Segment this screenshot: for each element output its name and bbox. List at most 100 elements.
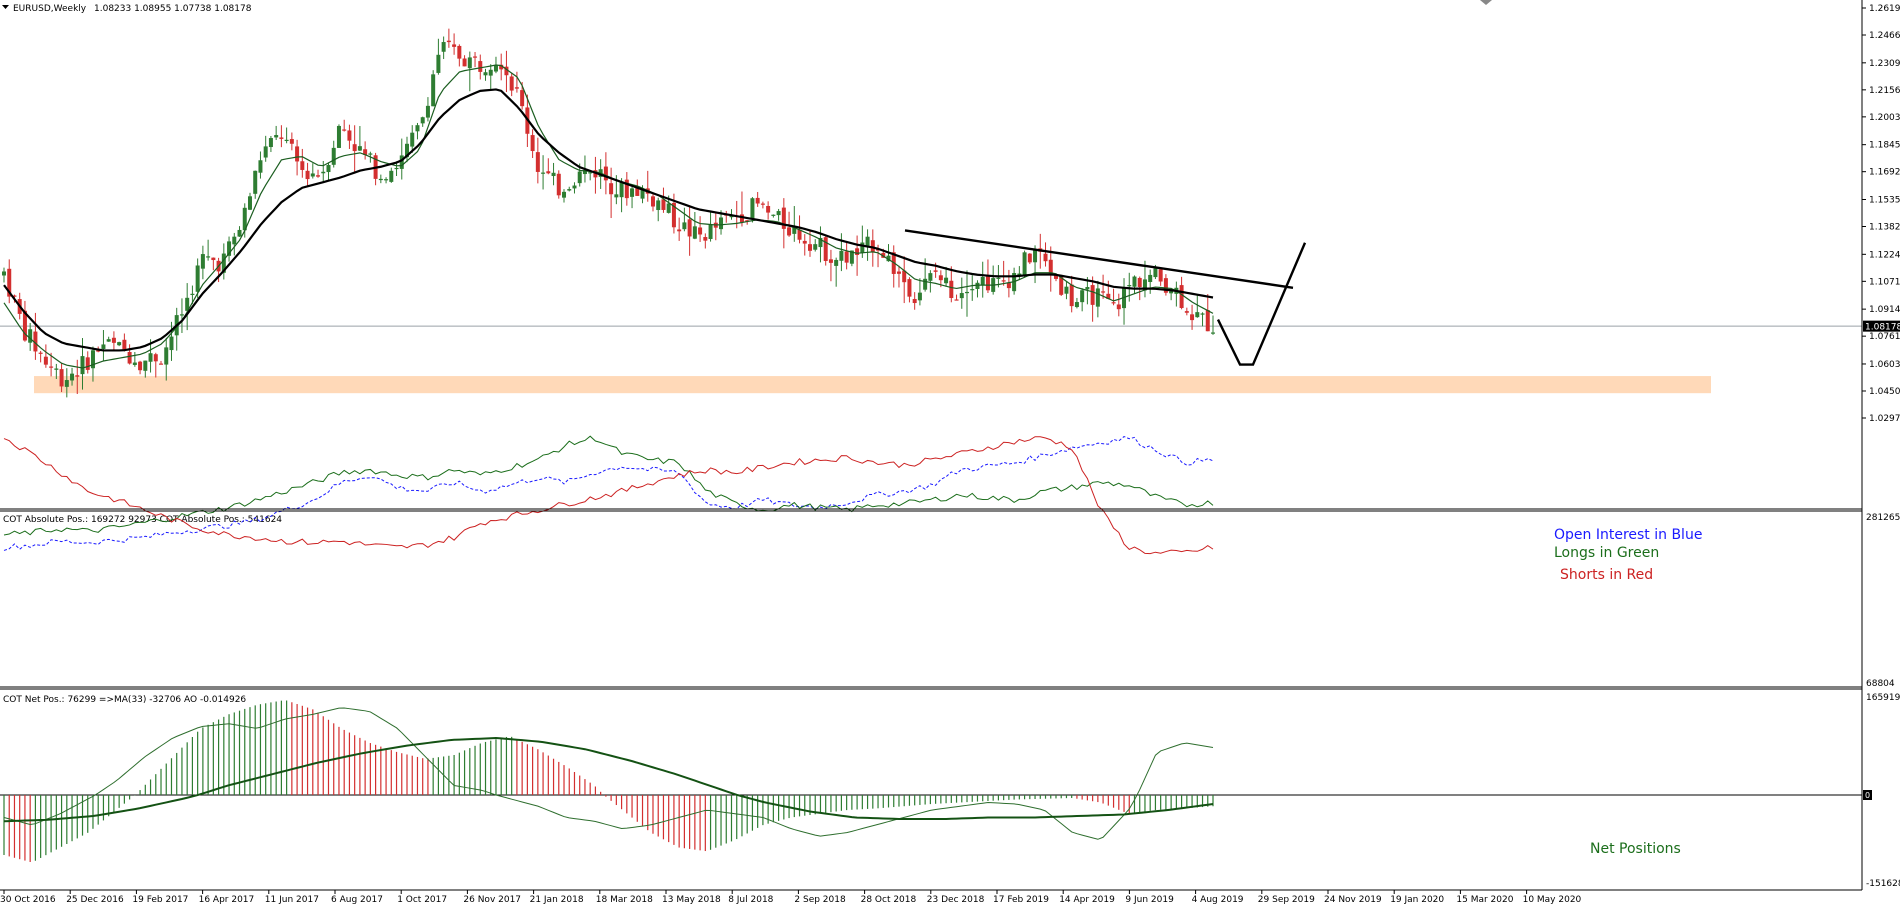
- candle-body: [729, 215, 734, 218]
- candle-body: [792, 226, 797, 234]
- time-tick-label: 19 Jan 2020: [1390, 895, 1444, 905]
- price-tick-label: 1.07610: [1869, 332, 1900, 342]
- candle-body: [132, 362, 137, 365]
- candle-body: [719, 217, 724, 230]
- cot-abs-axis-top: 281265: [1866, 513, 1900, 523]
- price-tick-label: 1.24665: [1869, 31, 1900, 41]
- candle-body: [49, 366, 54, 368]
- candle-body: [336, 125, 341, 148]
- shorts-line: [3, 436, 1214, 555]
- candle-body: [849, 250, 854, 264]
- candle-body: [457, 45, 462, 59]
- candle-body: [493, 65, 498, 72]
- candle-body: [1064, 286, 1069, 294]
- candle-body: [263, 146, 268, 158]
- candle-body: [965, 291, 970, 294]
- time-tick-label: 4 Aug 2019: [1192, 895, 1244, 905]
- price-tick-label: 1.10715: [1869, 277, 1900, 287]
- candle-body: [441, 42, 446, 52]
- candle-body: [896, 271, 901, 274]
- candle-body: [1158, 269, 1163, 282]
- price-tick-label: 1.09140: [1869, 305, 1900, 315]
- candle-body: [352, 144, 357, 152]
- candle-body: [839, 250, 844, 261]
- candle-body: [1195, 312, 1200, 318]
- candle-body: [499, 64, 504, 70]
- candle-body: [954, 299, 959, 301]
- current-price-text: 1.08178: [1865, 323, 1900, 333]
- candle-body: [567, 189, 572, 191]
- candle-body: [776, 211, 781, 216]
- candle-body: [624, 179, 629, 199]
- candle-body: [1200, 313, 1205, 315]
- candle-body: [551, 172, 556, 177]
- candle-body: [1085, 287, 1090, 290]
- candle-body: [635, 186, 640, 196]
- candle-body: [279, 137, 284, 139]
- price-tick-label: 1.12245: [1869, 250, 1900, 260]
- longs-line: [3, 435, 1214, 536]
- candle-body: [316, 175, 321, 177]
- candle-body: [80, 356, 85, 375]
- scroll-marker-icon[interactable]: [1480, 0, 1492, 5]
- candle-body: [399, 155, 404, 169]
- candle-body: [860, 242, 865, 253]
- candle-body: [1006, 282, 1011, 289]
- candle-body: [258, 160, 263, 173]
- time-tick-label: 6 Aug 2017: [331, 895, 383, 905]
- candle-body: [1069, 284, 1074, 307]
- candle-body: [326, 164, 331, 173]
- candle-body: [1027, 253, 1032, 263]
- candle-body: [1211, 332, 1215, 334]
- candle-body: [211, 257, 216, 261]
- cot-absolute-panel: COT Absolute Pos.: 169272 92973 COT Abso…: [3, 435, 1702, 583]
- candle-body: [420, 117, 425, 124]
- candle-body: [232, 236, 237, 245]
- candle-body: [1169, 291, 1174, 294]
- candle-body: [682, 222, 687, 230]
- candle-body: [33, 331, 38, 352]
- time-tick-label: 17 Feb 2019: [993, 895, 1049, 905]
- candle-body: [535, 152, 540, 172]
- price-tick-label: 1.18455: [1869, 141, 1900, 151]
- time-tick-label: 15 Mar 2020: [1456, 895, 1513, 905]
- candle-body: [111, 337, 116, 343]
- candle-body: [38, 352, 43, 354]
- candle-body: [206, 256, 211, 258]
- candle-body: [1148, 274, 1153, 283]
- ohlc-readout: 1.08233 1.08955 1.07738 1.08178: [94, 4, 252, 14]
- time-tick-label: 19 Feb 2017: [132, 895, 188, 905]
- time-tick-label: 29 Sep 2019: [1258, 895, 1315, 905]
- candle-body: [331, 147, 336, 165]
- candle-body: [357, 146, 362, 151]
- dropdown-triangle-icon[interactable]: [2, 5, 9, 9]
- candle-body: [530, 135, 535, 152]
- cot-net-axis-zero: 0: [1865, 791, 1870, 800]
- candle-body: [384, 179, 389, 181]
- price-tick-label: 1.20030: [1869, 113, 1900, 123]
- current-price-tag: 1.08178: [1863, 320, 1900, 333]
- candle-body: [1022, 252, 1027, 276]
- candle-body: [1179, 285, 1184, 308]
- candle-body: [274, 135, 279, 138]
- candle-body: [745, 220, 750, 222]
- candle-body: [1001, 280, 1006, 282]
- candle-body: [221, 253, 226, 273]
- time-tick-label: 26 Nov 2017: [463, 895, 521, 905]
- time-tick-label: 2 Sep 2018: [794, 895, 846, 905]
- candle-body: [546, 171, 551, 174]
- candle-body: [138, 361, 143, 371]
- candle-body: [54, 368, 59, 370]
- candle-body: [179, 314, 184, 316]
- time-tick-label: 13 May 2018: [662, 895, 721, 905]
- candle-body: [431, 74, 436, 107]
- candle-body: [750, 198, 755, 219]
- candle-body: [478, 61, 483, 72]
- candle-body: [556, 173, 561, 196]
- candle-body: [630, 188, 635, 197]
- candle-body: [117, 342, 122, 346]
- candle-body: [143, 360, 148, 371]
- candle-body: [1153, 268, 1158, 278]
- candle-body: [2, 271, 6, 276]
- candle-body: [122, 339, 127, 351]
